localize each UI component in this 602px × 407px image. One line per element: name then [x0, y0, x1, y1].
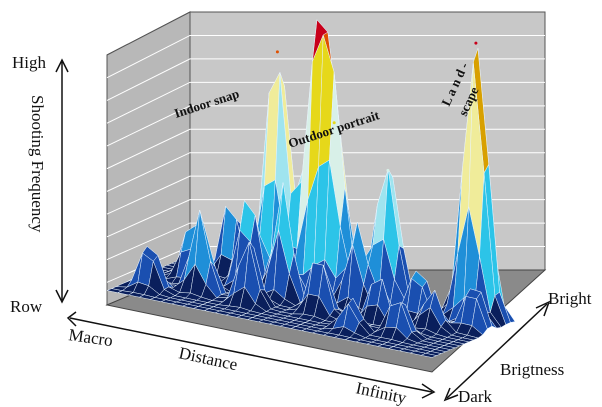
gridline [106, 81, 545, 124]
gridline [106, 34, 545, 79]
z-axis-title: Shooting Frequency [28, 95, 47, 233]
z-axis-top-label: High [12, 53, 47, 72]
gridline [106, 128, 545, 170]
z-axis-bottom-label: Row [10, 297, 43, 316]
gridline [106, 175, 545, 215]
gridline [106, 152, 545, 192]
x-axis-start-label: Macro [67, 325, 114, 350]
x-axis-title: Distance [177, 343, 239, 374]
peak-point [332, 121, 336, 125]
x-axis-arrow [66, 311, 436, 399]
x-axis-end-label: Infinity [354, 378, 408, 407]
y-axis-arrow [443, 300, 551, 402]
peak-point [316, 37, 320, 41]
y-axis-start-label: Dark [458, 387, 492, 406]
surface-cell [420, 353, 438, 358]
peak-point [275, 50, 279, 54]
gridline [106, 222, 545, 261]
surface [106, 19, 516, 358]
peak-point [386, 168, 390, 172]
gridline [106, 105, 545, 147]
peak-point [474, 41, 478, 45]
y-axis-end-label: Bright [548, 289, 592, 308]
gridline [106, 199, 545, 238]
y-axis-title: Brigtness [500, 360, 564, 379]
gridline [106, 58, 545, 101]
z-axis-arrow [55, 58, 69, 304]
